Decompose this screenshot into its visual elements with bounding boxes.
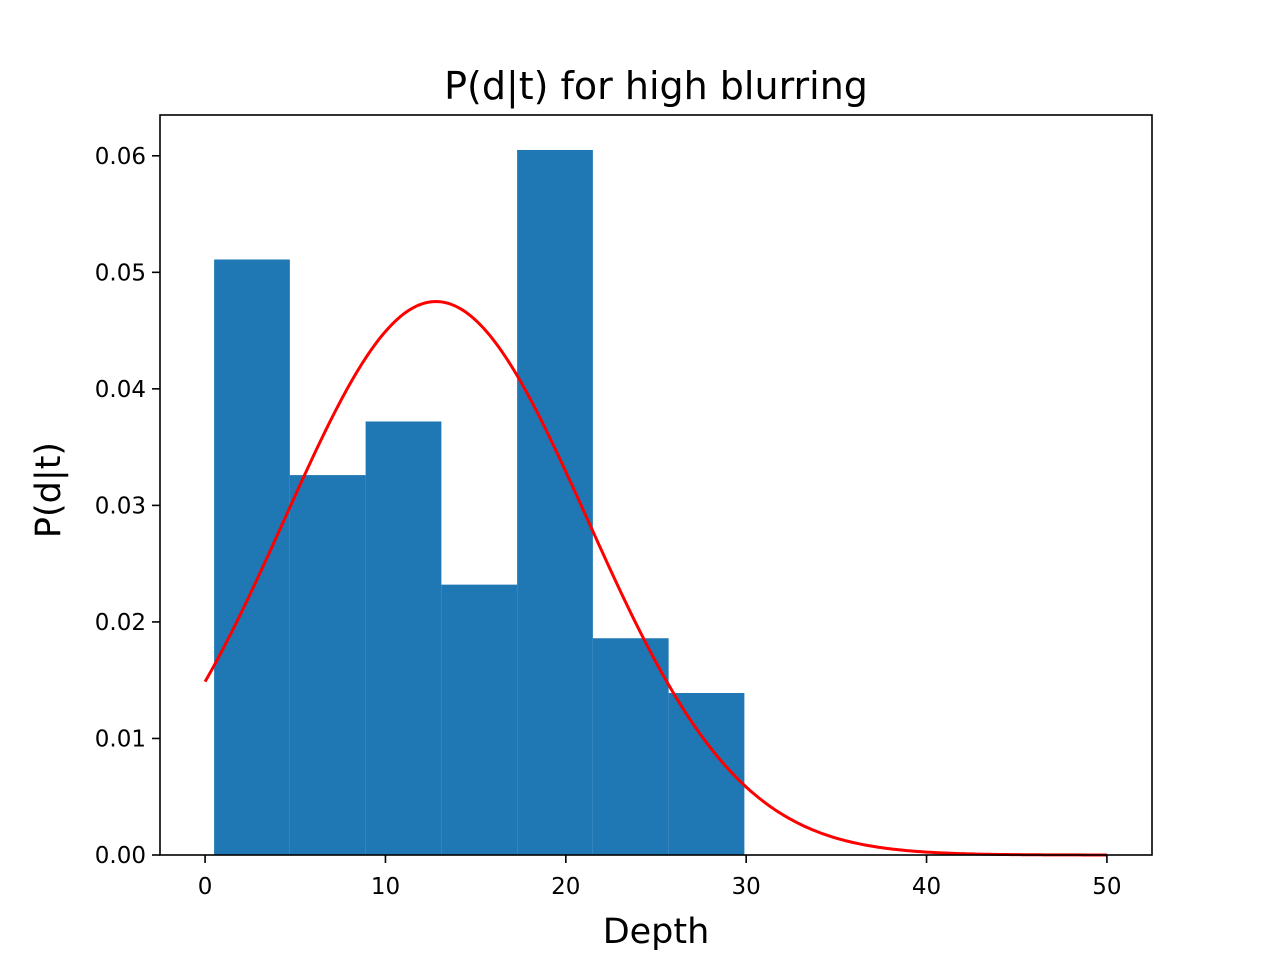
- y-tick-label: 0.04: [95, 377, 146, 403]
- x-axis-label: Depth: [603, 912, 710, 952]
- x-tick-label: 50: [1092, 874, 1121, 900]
- x-tick-label: 30: [732, 874, 761, 900]
- histogram-bar: [441, 584, 518, 855]
- y-tick-label: 0.06: [95, 144, 146, 170]
- chart-title: P(d|t) for high blurring: [444, 64, 868, 109]
- x-tick-label: 10: [371, 874, 400, 900]
- fit-curve-line: [203, 300, 1107, 857]
- y-tick-label: 0.00: [95, 843, 146, 869]
- histogram-bar: [214, 259, 290, 856]
- x-tick-label: 0: [198, 874, 213, 900]
- histogram-bar: [592, 638, 669, 855]
- histogram-bar: [289, 475, 366, 855]
- y-tick-label: 0.01: [95, 726, 146, 752]
- y-axis-label: P(d|t): [29, 442, 69, 538]
- histogram-bar: [517, 149, 593, 855]
- x-tick-label: 40: [912, 874, 941, 900]
- y-tick-label: 0.03: [95, 493, 146, 519]
- axes-frame: [159, 114, 1153, 856]
- histogram-bars: [214, 149, 745, 856]
- y-tick-label: 0.05: [95, 260, 146, 286]
- x-tick-label: 20: [551, 874, 580, 900]
- y-axis-ticks: 0.00 0.01 0.02 0.03 0.04 0.05 0.06: [95, 144, 160, 869]
- histogram-bar: [365, 421, 442, 855]
- y-tick-label: 0.02: [95, 610, 146, 636]
- x-axis-ticks: 0 10 20 30 40 50: [198, 855, 1122, 900]
